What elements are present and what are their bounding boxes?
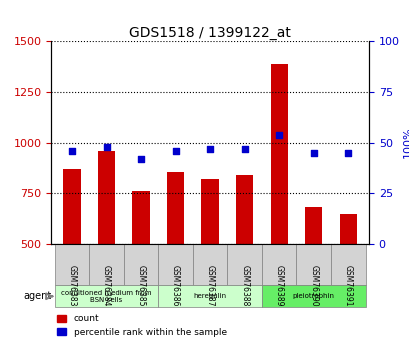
FancyBboxPatch shape — [89, 244, 124, 285]
Text: GSM76391: GSM76391 — [343, 265, 352, 306]
FancyBboxPatch shape — [261, 244, 296, 285]
Text: pleiotrophin: pleiotrophin — [292, 293, 334, 299]
FancyBboxPatch shape — [54, 285, 158, 307]
Text: conditioned medium from
BSN cells: conditioned medium from BSN cells — [61, 290, 151, 303]
Text: GSM76390: GSM76390 — [308, 265, 317, 306]
Bar — [236, 175, 253, 345]
FancyBboxPatch shape — [296, 244, 330, 285]
FancyBboxPatch shape — [158, 285, 261, 307]
FancyBboxPatch shape — [124, 244, 158, 285]
FancyBboxPatch shape — [330, 244, 365, 285]
Point — [344, 150, 351, 156]
Text: heregulin: heregulin — [193, 293, 226, 299]
Bar — [201, 179, 218, 345]
Point — [103, 144, 110, 149]
Text: GSM76384: GSM76384 — [102, 265, 111, 306]
Point — [172, 148, 178, 154]
Text: GSM76383: GSM76383 — [67, 265, 76, 306]
Point — [69, 148, 75, 154]
Text: GSM76387: GSM76387 — [205, 265, 214, 306]
Bar — [304, 207, 321, 345]
FancyBboxPatch shape — [54, 244, 89, 285]
Text: GSM76385: GSM76385 — [136, 265, 145, 306]
Point — [137, 156, 144, 161]
Bar — [339, 215, 356, 345]
Bar — [270, 64, 287, 345]
FancyBboxPatch shape — [158, 244, 192, 285]
Bar — [63, 169, 81, 345]
Bar — [98, 151, 115, 345]
Text: GSM76389: GSM76389 — [274, 265, 283, 306]
Legend: count, percentile rank within the sample: count, percentile rank within the sample — [54, 311, 230, 341]
Point — [310, 150, 316, 156]
FancyBboxPatch shape — [227, 244, 261, 285]
Text: GSM76386: GSM76386 — [171, 265, 180, 306]
Y-axis label: 100%: 100% — [402, 127, 409, 158]
Bar — [132, 191, 149, 345]
Bar — [166, 172, 184, 345]
Point — [207, 146, 213, 151]
FancyBboxPatch shape — [192, 244, 227, 285]
Point — [275, 132, 282, 137]
FancyBboxPatch shape — [261, 285, 365, 307]
Point — [241, 146, 247, 151]
Title: GDS1518 / 1399122_at: GDS1518 / 1399122_at — [129, 26, 290, 40]
Text: agent: agent — [24, 291, 52, 301]
Text: GSM76388: GSM76388 — [240, 265, 249, 306]
